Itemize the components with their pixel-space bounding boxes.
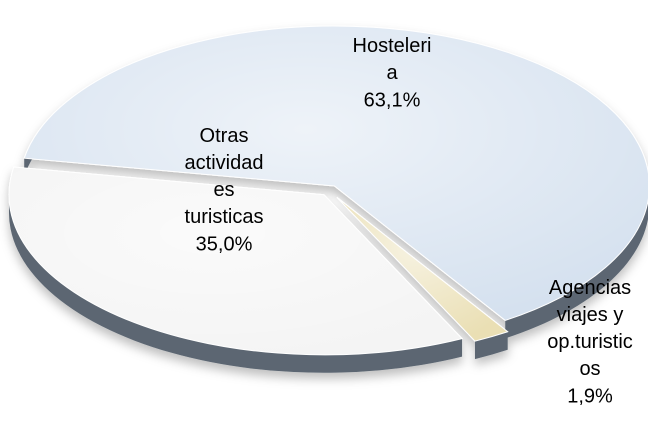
category-label: Agencias viajes y op.turistic os — [547, 277, 633, 380]
value-label: 35,0% — [196, 233, 253, 255]
category-label-line: turisticas — [185, 206, 264, 228]
category-label: Hosteleri a — [353, 35, 432, 84]
category-label: Otras actividad es turisticas — [185, 125, 264, 228]
category-label-line: viajes y — [557, 304, 624, 326]
category-label-line: Hosteleri — [353, 35, 432, 57]
slice-shine — [336, 197, 508, 342]
category-label-line: es — [213, 179, 234, 201]
value-label: 1,9% — [567, 385, 613, 407]
pie — [8, 25, 648, 373]
category-label-line: a — [386, 62, 398, 84]
category-label-line: op.turistic — [547, 331, 633, 353]
value-label: 63,1% — [364, 89, 421, 111]
category-label-line: Otras — [200, 125, 249, 147]
slice-shine — [24, 26, 648, 321]
category-label-line: Agencias — [549, 277, 631, 299]
category-label-line: os — [579, 358, 600, 380]
slice-shine — [8, 167, 463, 355]
category-label-line: actividad — [185, 152, 264, 174]
